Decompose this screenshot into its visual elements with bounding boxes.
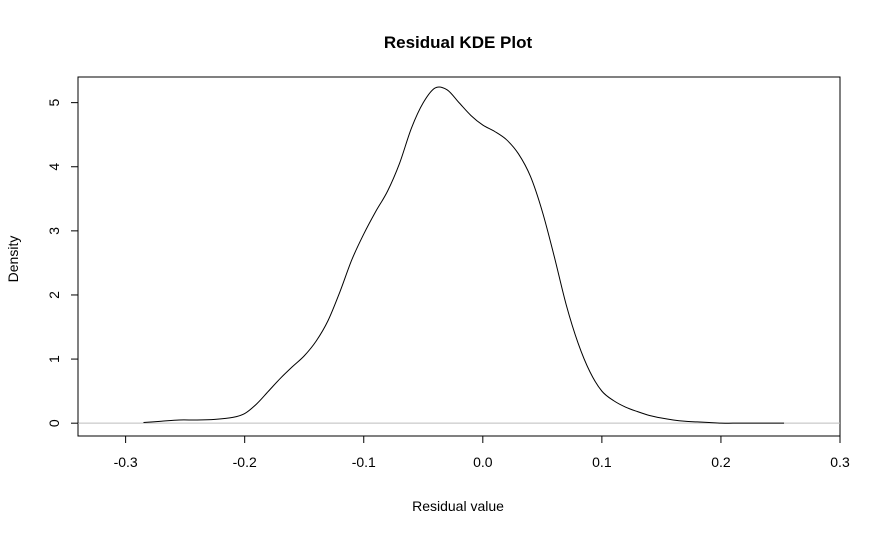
x-axis-label: Residual value (412, 498, 504, 514)
x-tick-label: -0.1 (352, 454, 376, 470)
y-tick-label: 3 (46, 227, 62, 235)
y-tick-label: 2 (46, 291, 62, 299)
x-tick-label: 0.3 (830, 454, 850, 470)
x-tick-label: 0.1 (592, 454, 612, 470)
x-tick-label: 0.0 (473, 454, 493, 470)
density-curve (143, 86, 785, 424)
chart-title: Residual KDE Plot (384, 33, 533, 52)
plot-frame (77, 76, 841, 437)
x-tick-label: 0.2 (711, 454, 731, 470)
x-axis: -0.3 -0.2 -0.1 0.0 0.1 0.2 0.3 (114, 435, 850, 470)
y-axis-label: Density (5, 236, 21, 283)
y-tick-label: 4 (46, 163, 62, 171)
y-tick-label: 0 (46, 419, 62, 427)
y-tick-label: 5 (46, 99, 62, 107)
x-tick-label: -0.3 (114, 454, 138, 470)
y-tick-label: 1 (46, 355, 62, 363)
y-axis: 0 1 2 3 4 5 (46, 99, 79, 427)
x-tick-label: -0.2 (233, 454, 257, 470)
